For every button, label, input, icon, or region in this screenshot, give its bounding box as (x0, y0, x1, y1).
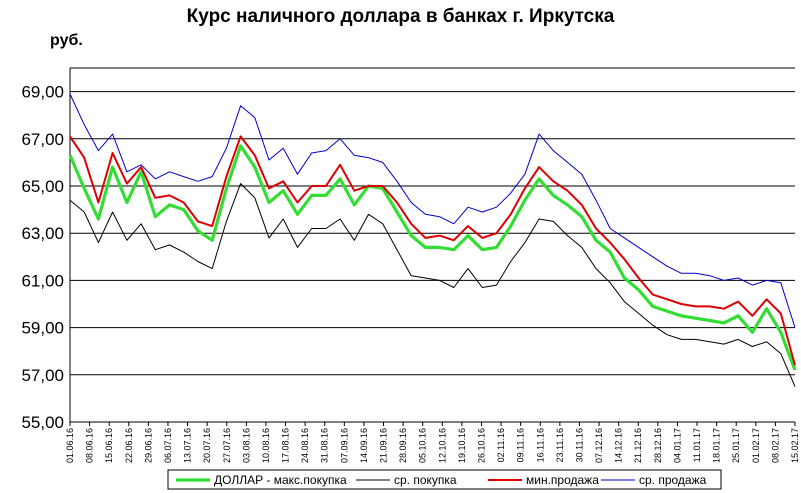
x-tick-label: 22.06.16 (124, 428, 134, 463)
x-tick-label: 20.07.16 (202, 428, 212, 463)
x-tick-label: 07.09.16 (339, 428, 349, 463)
x-tick-label: 21.09.16 (379, 428, 389, 463)
x-tick-label: 03.08.16 (241, 428, 251, 463)
x-tick-label: 07.12.16 (594, 428, 604, 463)
y-axis-unit-label: руб. (50, 32, 83, 49)
legend-box (167, 469, 722, 490)
x-tick-label: 06.07.16 (163, 428, 173, 463)
y-tick-label: 63,00 (21, 224, 64, 243)
grid-lines (70, 67, 795, 423)
x-tick-label: 27.07.16 (222, 428, 232, 463)
legend-label: ср. покупка (394, 473, 457, 487)
x-tick-label: 31.08.16 (320, 428, 330, 463)
x-tick-label: 25.01.17 (731, 428, 741, 463)
x-tick-label: 04.01.17 (672, 428, 682, 463)
x-tick-label: 24.08.16 (300, 428, 310, 463)
series-line (69, 93, 796, 328)
x-tick-label: 09.11.16 (516, 428, 526, 462)
legend: ДОЛЛАР - макс.покупка ср. покупка мин.прод… (167, 469, 722, 490)
x-tick-label: 01.02.17 (751, 428, 761, 463)
x-tick-label: 12.10.16 (437, 428, 447, 463)
series-line (69, 183, 796, 387)
legend-label: ДОЛЛАР - макс.покупка (214, 473, 347, 487)
y-tick-label: 67,00 (21, 130, 64, 149)
x-tick-label: 28.12.16 (653, 428, 663, 463)
y-tick-labels: 55,00 57,00 59,00 61,00 63,00 65,00 67,00 69,00 (21, 83, 64, 432)
x-tick-label: 08.06.16 (85, 428, 95, 463)
x-tick-label: 10.08.16 (261, 428, 271, 463)
x-tick-label: 02.11.16 (496, 428, 506, 462)
legend-label: мин.продажа (526, 473, 599, 487)
x-tick-labels: 01.06.16 08.06.16 15.06.16 22.06.16 29.06.16… (65, 428, 800, 463)
x-tick-label: 13.07.16 (183, 428, 193, 463)
x-tick-label: 14.12.16 (614, 428, 624, 463)
x-tick-label: 15.06.16 (104, 428, 114, 463)
x-tick-label: 11.01.17 (692, 428, 702, 462)
x-tick-label: 21.12.16 (633, 428, 643, 463)
legend-label: ср. продажа (639, 473, 707, 487)
x-tick-label: 17.08.16 (281, 428, 291, 463)
y-tick-label: 57,00 (21, 366, 64, 385)
x-tick-label: 30.11.16 (574, 428, 584, 462)
x-tick-label: 19.10.16 (457, 428, 467, 463)
x-tick-label: 08.02.17 (770, 428, 780, 463)
y-tick-label: 65,00 (21, 177, 64, 196)
x-tick-label: 05.10.16 (418, 428, 428, 463)
series-line (68, 144, 797, 371)
y-tick-label: 55,00 (21, 413, 64, 432)
y-tick-label: 59,00 (21, 319, 64, 338)
x-tick-label: 16.11.16 (535, 428, 545, 462)
x-tick-label: 15.02.17 (790, 428, 800, 463)
x-tick-label: 29.06.16 (143, 428, 153, 463)
axes (69, 68, 796, 426)
x-tick-label: 23.11.16 (555, 428, 565, 462)
y-tick-label: 69,00 (21, 83, 64, 102)
x-tick-label: 28.09.16 (398, 428, 408, 463)
x-tick-label: 14.09.16 (359, 428, 369, 463)
series-lines (68, 93, 797, 387)
chart-title: Курс наличного доллара в банках г. Иркут… (186, 6, 615, 27)
y-tick-label: 61,00 (21, 271, 64, 290)
series-line (69, 135, 796, 366)
x-tick-label: 01.06.16 (65, 428, 75, 463)
x-tick-label: 26.10.16 (476, 428, 486, 463)
x-tick-label: 18.01.17 (712, 428, 722, 463)
